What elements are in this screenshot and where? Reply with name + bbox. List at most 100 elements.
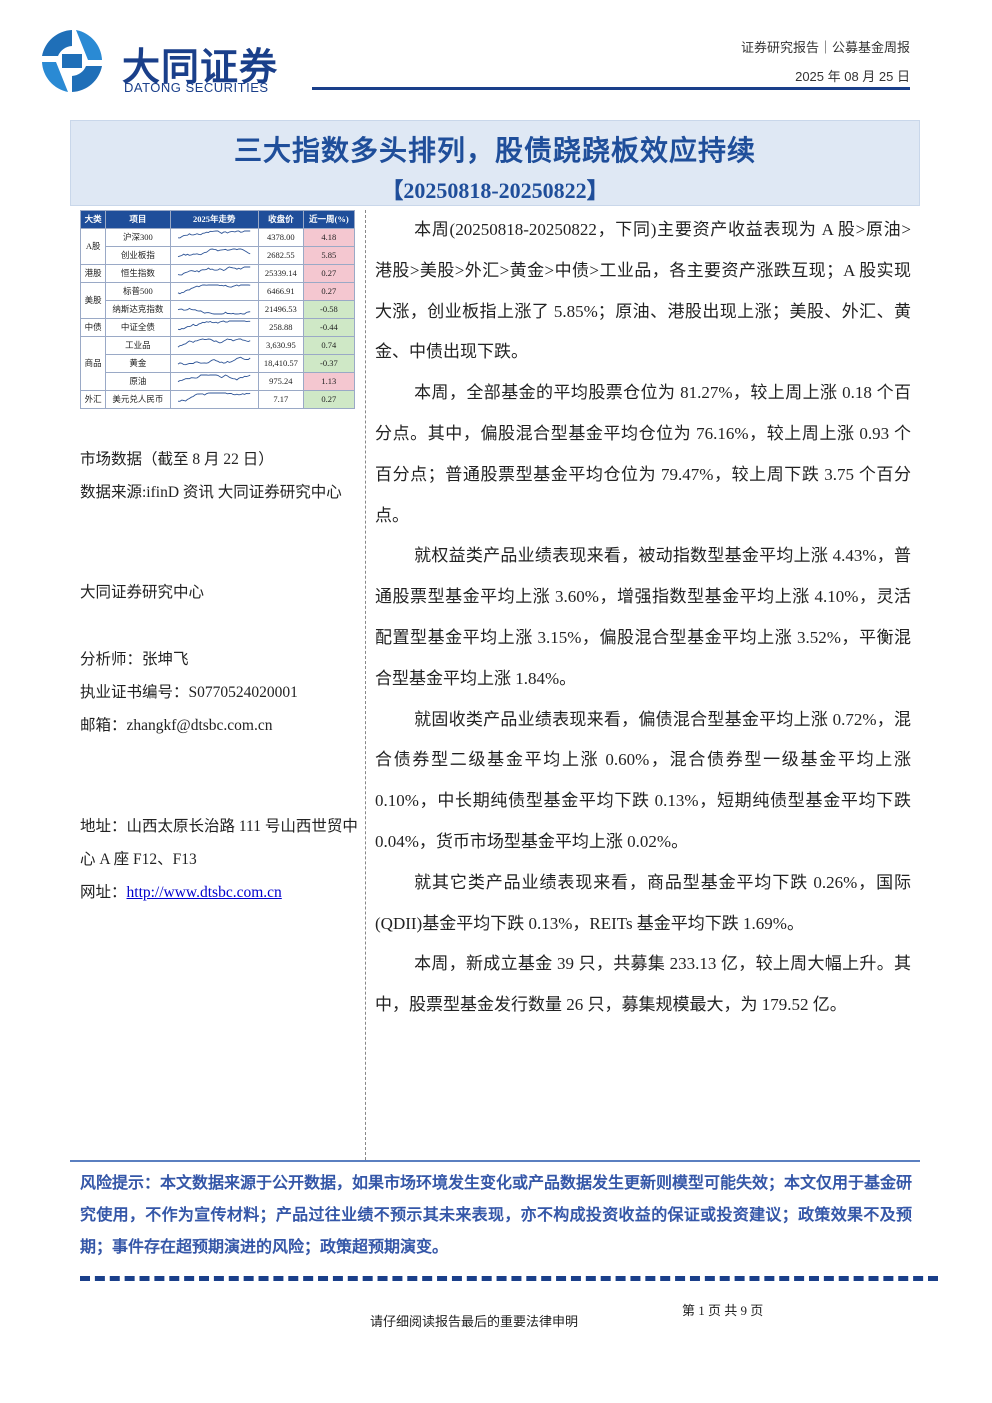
close-cell: 7.17 [257,389,304,409]
sparkline-path [178,266,251,275]
sparkline [178,248,251,257]
sparkline [178,374,251,382]
sparkline-cell [169,245,259,265]
sparkline-path [178,356,251,365]
change-cell: 0.27 [302,263,356,283]
logo-en: DATONG SECURITIES [124,80,269,95]
paragraph: 本周，新成立基金 39 只，共募集 233.13 亿，较上周大幅上升。其中，股票… [375,954,911,1015]
analyst: 分析师：张坤飞 [80,651,189,668]
group-cell: 中债 [79,317,107,337]
org: 大同证券研究中心 [80,584,205,601]
sparkline-path [178,307,251,315]
item-cell: 中证全债 [105,317,171,337]
item-cell: 黄金 [105,353,171,373]
website-row: 网址：http://www.dtsbc.com.cn [80,876,358,909]
sparkline-cell [169,353,259,373]
change-cell: 0.27 [302,389,356,409]
change-cell: -0.44 [302,317,356,337]
table-row: 美股 标普500 6466.91 0.27 [79,281,356,319]
sparkline-path [177,338,251,348]
sparkline [178,266,251,275]
sparkline [178,356,251,365]
change-cell: 0.27 [302,281,356,301]
close-cell: 258.88 [257,317,304,337]
logo-cn: 大同证券 [122,45,279,89]
website-label: 网址： [80,884,127,901]
table-row: 原油 975.24 1.13 [81,371,356,391]
item-cell: 标普500 [105,281,171,301]
item-cell: 纳斯达克指数 [105,299,171,319]
table-row: 中债 中证全债 258.88 -0.44 [79,317,356,337]
table-row: 港股 恒生指数 25339.14 0.27 [79,263,356,283]
header-cell: 2025年走势 [169,210,259,229]
address-block: 地址：山西太原长治路 111 号山西世贸中心 A 座 F12、F13 网址：ht… [80,810,358,909]
header-cell: 大类 [79,210,107,229]
table-row: 外汇 美元兑人民币 7.17 0.27 [79,389,356,409]
paragraph: 就其它类产品业绩表现来看，商品型基金平均下跌 0.26%，国际(QDII)基金平… [375,872,911,933]
item-cell: 美元兑人民币 [105,389,171,409]
change-cell: 1.13 [302,371,356,391]
sparkline [177,338,251,348]
analyst-block: 分析师：张坤飞 执业证书编号：S0770524020001 邮箱：zhangkf… [80,643,358,742]
title-box: 三大指数多头排列，股债跷跷板效应持续 【20250818-20250822】 [70,120,920,206]
table-row: 商品 工业品 3,630.95 0.74 [79,335,356,391]
page-number: 第 1 页 共 9 页 [682,1303,764,1318]
address: 地址：山西太原长治路 111 号山西世贸中心 A 座 F12、F13 [80,818,358,868]
period: 【20250818-20250822】 [381,178,609,203]
source: 数据来源:ifinD 资讯 大同证券研究中心 [80,484,342,501]
sparkline [178,392,251,402]
change-cell: 0.74 [302,335,356,355]
close-cell: 3,630.95 [257,335,304,355]
sparkline-cell [169,371,259,391]
table-row: 纳斯达克指数 21496.53 -0.58 [81,299,356,319]
change-cell: 5.85 [302,245,356,265]
sparkline [178,320,251,330]
paragraph: 就固收类产品业绩表现来看，偏债混合型基金平均上涨 0.72%，混合债券型二级基金… [375,709,911,851]
header-cell: 收盘价 [257,210,304,229]
sparkline-cell [169,317,259,337]
change-cell: 4.18 [302,227,356,247]
table-row: 创业板指 2682.55 5.85 [81,245,356,265]
close-cell: 2682.55 [257,245,304,265]
sparkline-cell [169,263,259,283]
table-row: A股 沪深300 4378.00 4.18 [79,227,356,265]
close-cell: 975.24 [257,371,304,391]
website-link[interactable]: http://www.dtsbc.com.cn [126,884,282,901]
sparkline [178,307,251,315]
paragraph: 本周(20250818-20250822，下同)主要资产收益表现为 A 股>原油… [375,220,911,362]
sparkline-cell [169,299,259,319]
cert: 执业证书编号：S0770524020001 [80,684,298,701]
close-cell: 21496.53 [257,299,304,319]
sparkline-path [178,392,251,402]
logo-mark [42,30,102,92]
footer-rule [80,1276,938,1281]
report-date: 2025 年 08 月 25 日 [795,69,910,84]
market-data: 市场数据（截至 8 月 22 日） [80,451,274,468]
group-cell: 美股 [79,281,107,319]
group-cell: 商品 [79,335,107,391]
change-cell: -0.58 [302,299,356,319]
group-cell: 外汇 [79,389,107,409]
email: 邮箱：zhangkf@dtsbc.com.cn [80,717,273,734]
paragraph: 本周，全部基金的平均股票仓位为 81.27%，较上周上涨 0.18 个百分点。其… [375,383,911,525]
sparkline [178,284,251,294]
risk-rule [70,1160,920,1162]
table-row: 黄金 18,410.57 -0.37 [81,353,356,373]
sparkline-path [178,230,251,238]
item-cell: 恒生指数 [105,263,171,283]
header-cell: 项目 [105,210,171,229]
sidebar-data: 市场数据（截至 8 月 22 日） 数据来源:ifinD 资讯 大同证券研究中心 [80,443,358,509]
column-divider [365,210,366,1160]
sparkline-path [178,284,251,294]
close-cell: 18,410.57 [257,353,304,373]
sparkline [178,230,251,238]
item-cell: 创业板指 [105,245,171,265]
report-type: 证券研究报告｜公募基金周报 [740,40,910,55]
paragraph: 就权益类产品业绩表现来看，被动指数型基金平均上涨 4.43%，普通股票型基金平均… [375,546,911,688]
close-cell: 25339.14 [257,263,304,283]
sparkline-path [178,320,251,330]
sparkline-cell [169,335,259,355]
footer-notice: 请仔细阅读报告最后的重要法律申明 [370,1314,579,1329]
group-cell: A股 [79,227,107,265]
